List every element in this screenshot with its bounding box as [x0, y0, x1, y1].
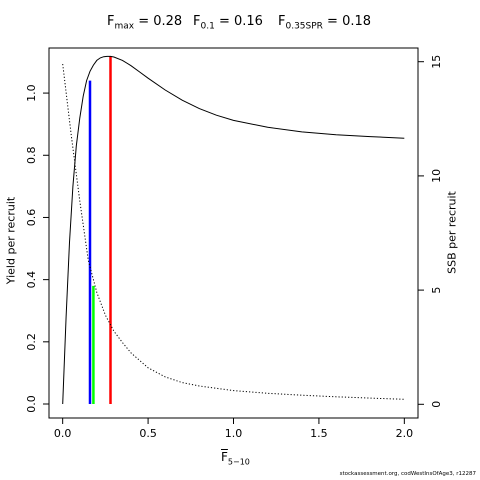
x-tick-label: 1.0 — [225, 427, 243, 440]
y-right-tick-label: 5 — [430, 287, 443, 294]
y-right-tick-label: 15 — [430, 55, 443, 69]
title-fmax: Fmax = 0.28 — [107, 14, 183, 32]
y-left-tick-label: 0.2 — [25, 333, 38, 351]
y-left-tick-label: 0.0 — [25, 395, 38, 413]
y-axis-right-label: SSB per recruit — [445, 191, 459, 274]
title-fspr: F0.35SPR = 0.18 — [278, 14, 372, 32]
title-f01: F0.1 = 0.16 — [193, 14, 263, 32]
yield-per-recruit-curve — [62, 55, 405, 405]
ssb-per-recruit-curve — [62, 63, 405, 400]
y-right-tick-label: 0 — [430, 401, 443, 408]
y-axis-left-label: Yield per recruit — [4, 196, 18, 285]
y-left-tick-label: 0.4 — [25, 271, 38, 289]
x-tick-label: 2.0 — [396, 427, 414, 440]
x-tick-label: 0.5 — [139, 427, 157, 440]
plot-frame — [48, 47, 419, 419]
x-axis-label: F5−10 — [221, 450, 250, 467]
x-tick-label: 1.5 — [310, 427, 328, 440]
y-left-tick-label: 0.8 — [25, 147, 38, 165]
footer-credit: stockassessment.org, codWestInsOfAge3, r… — [339, 471, 476, 477]
x-tick-label: 0.0 — [54, 427, 72, 440]
y-right-tick-label: 10 — [430, 169, 443, 183]
y-left-tick-label: 1.0 — [25, 84, 38, 102]
y-left-tick-label: 0.6 — [25, 209, 38, 227]
